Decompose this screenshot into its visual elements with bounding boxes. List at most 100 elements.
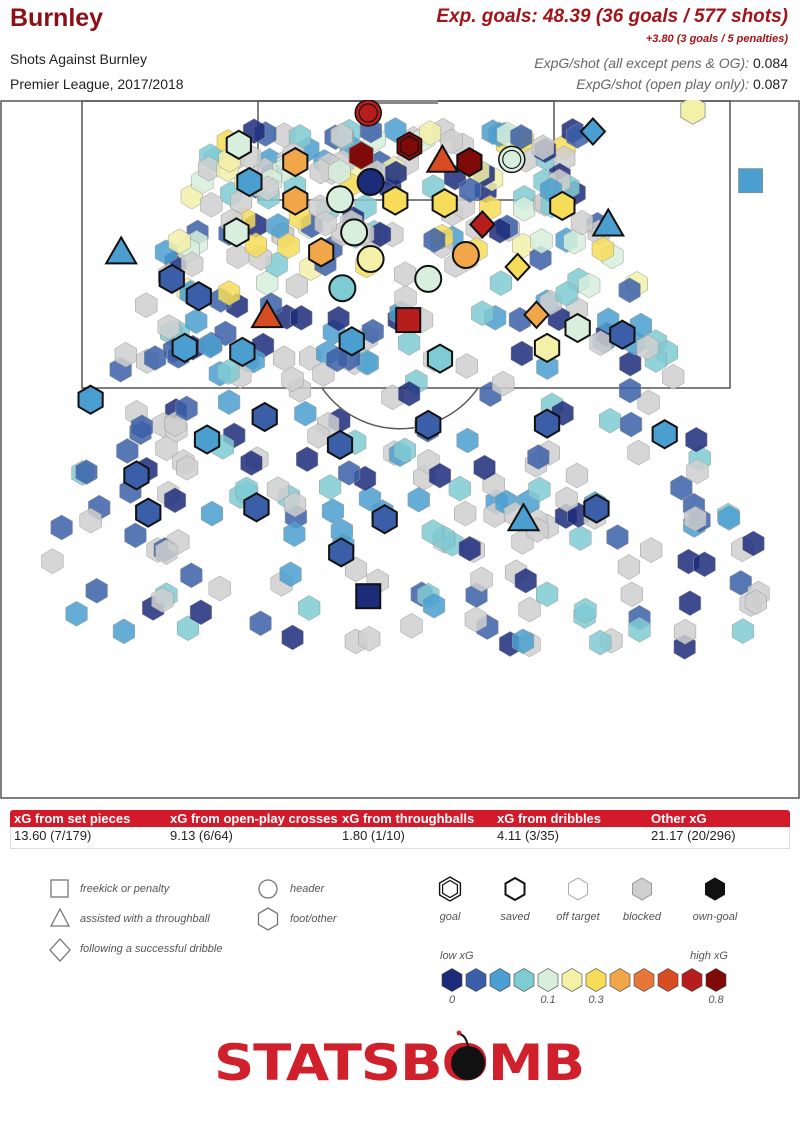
bg-shot xyxy=(536,354,559,380)
bg-shot xyxy=(458,535,481,562)
bg-shot xyxy=(180,562,203,589)
legend: freekick or penalty assisted with a thro… xyxy=(49,876,738,1003)
bg-shot xyxy=(606,524,629,550)
breakdown-value-other: 21.17 (20/296) xyxy=(651,828,736,843)
bg-shot xyxy=(555,281,578,307)
bg-shot xyxy=(393,437,416,464)
bg-shot xyxy=(185,308,208,335)
bg-shot xyxy=(285,273,308,299)
bg-shot xyxy=(619,411,643,438)
bg-shot xyxy=(358,625,381,652)
shot-30-header-saved xyxy=(451,241,480,270)
goal-outcome-inner-icon xyxy=(442,879,458,899)
scale-hex-2 xyxy=(489,968,511,992)
shot-0-header-goal-inner xyxy=(358,103,378,123)
bg-shot xyxy=(570,209,593,236)
legend-foot-label: foot/other xyxy=(290,913,338,925)
shot-15-foot-off-target xyxy=(680,100,706,125)
bg-shot xyxy=(685,426,708,453)
bg-shot xyxy=(627,439,650,466)
scale-hex-9 xyxy=(657,968,679,992)
shot-42-foot-saved xyxy=(193,424,221,455)
shot-3-foot-saved xyxy=(456,146,483,178)
bg-shot xyxy=(471,300,494,327)
legend-outcome-goal: goal xyxy=(440,911,461,923)
bg-shot xyxy=(266,476,290,502)
shot-40-foot-saved xyxy=(609,319,636,350)
bg-shot xyxy=(455,353,478,379)
bg-shot xyxy=(65,601,88,627)
breakdown-value-throughballs: 1.80 (1/10) xyxy=(342,828,405,843)
saved-outcome-icon xyxy=(504,876,526,902)
bg-shot xyxy=(157,314,180,340)
shot-markers xyxy=(77,100,763,610)
bg-shot xyxy=(731,618,754,644)
bg-shot xyxy=(189,599,212,626)
bg-shot xyxy=(619,350,642,377)
shot-55-foot-saved xyxy=(328,537,355,568)
bg-shot xyxy=(456,427,479,454)
bg-shot xyxy=(155,539,178,565)
bg-shot xyxy=(678,590,702,616)
bg-shot xyxy=(217,389,241,415)
bg-shot xyxy=(717,505,741,531)
shot-17-foot-saved xyxy=(225,129,252,160)
bg-shot xyxy=(279,561,302,588)
bg-shot xyxy=(281,366,304,393)
bg-shot xyxy=(272,345,296,371)
bg-shot xyxy=(492,370,515,397)
outcome-legend-icons xyxy=(438,876,725,902)
breakdown-header-dribbles: xG from dribbles xyxy=(497,811,602,826)
legend-outcome-blocked: blocked xyxy=(623,911,662,923)
bg-shot xyxy=(729,570,752,596)
statsbomb-logo: STATSBOMB xyxy=(214,1030,585,1090)
bg-shot xyxy=(418,120,442,146)
bg-shot xyxy=(578,272,601,299)
xg-per-shot-all: ExpG/shot (all except pens & OG): 0.084 xyxy=(534,55,788,71)
bg-shot xyxy=(693,551,716,578)
team-title: Burnley xyxy=(10,4,104,32)
bomb-fuse-icon xyxy=(459,1033,469,1047)
shot-23-foot-saved xyxy=(431,188,458,219)
bg-shot xyxy=(428,462,452,489)
scale-hex-0 xyxy=(441,968,463,992)
legend-low-xg: low xG xyxy=(440,950,474,962)
shot-20-foot-saved xyxy=(282,185,309,216)
shot-26-foot-saved xyxy=(308,237,335,268)
bg-shot xyxy=(589,629,612,656)
bg-shot xyxy=(79,507,102,534)
bg-shot xyxy=(327,305,350,332)
scale-hex-6 xyxy=(585,968,607,992)
competition-label: Premier League, 2017/2018 xyxy=(10,76,184,92)
breakdown-header-crosses: xG from open-play crosses xyxy=(170,811,338,826)
shot-map xyxy=(0,100,800,799)
shot-11-throughball-saved xyxy=(591,207,625,237)
scale-hex-11 xyxy=(705,968,727,992)
bg-shot xyxy=(175,395,198,422)
shot-35-foot-saved xyxy=(229,336,256,368)
freekick-square-icon xyxy=(50,879,69,898)
shot-32-foot-saved xyxy=(158,263,185,295)
bg-shot xyxy=(528,476,551,503)
bg-shot xyxy=(555,486,578,513)
shot-18-foot-saved xyxy=(282,146,309,178)
bg-shot xyxy=(514,567,537,594)
breakdown-value-set-pieces: 13.60 (7/179) xyxy=(14,828,92,843)
bg-shot xyxy=(400,613,423,639)
bg-shot xyxy=(422,592,446,619)
shot-54-foot-saved xyxy=(135,497,162,528)
scale-hex-1 xyxy=(465,968,487,992)
shot-28-header-saved xyxy=(356,244,385,273)
shot-51-throughball-saved xyxy=(506,502,541,532)
bg-shot xyxy=(569,525,592,551)
bg-shot xyxy=(296,446,319,472)
breakdown-header-throughballs: xG from throughballs xyxy=(342,811,475,826)
bg-shot xyxy=(281,624,304,651)
bg-shot xyxy=(511,628,535,655)
scale-tick-2: 0.3 xyxy=(588,994,604,1003)
bg-shot xyxy=(294,400,317,427)
xg-per-shot-all-value: 0.084 xyxy=(752,55,788,71)
scale-tick-0: 0 xyxy=(449,994,456,1003)
penalty-arc xyxy=(321,387,479,430)
shot-7-dribble-saved xyxy=(468,209,496,239)
